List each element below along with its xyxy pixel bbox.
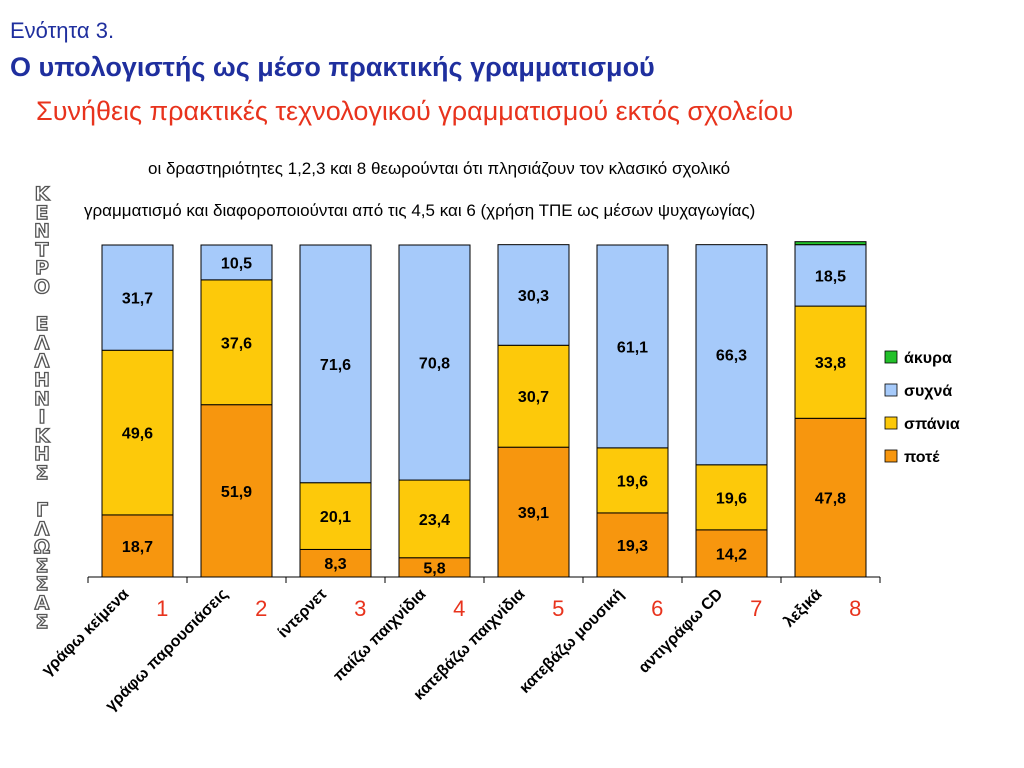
bar-segment-akyra	[794, 241, 867, 246]
watermark-letter: Ε	[35, 313, 49, 336]
data-label: 5,8	[423, 560, 445, 577]
watermark-letter: Ν	[33, 387, 50, 410]
category-label: λεξικά	[781, 586, 826, 631]
bar-segment-pote	[794, 417, 867, 578]
bar-segment-pote	[596, 512, 669, 578]
watermark-letter: Σ	[35, 573, 49, 596]
data-label: 51,9	[221, 484, 252, 501]
data-label: 8,3	[324, 556, 346, 573]
data-label: 31,7	[122, 291, 153, 308]
bar-segment-pote	[200, 404, 273, 578]
data-label: 30,7	[518, 389, 549, 406]
category-number: 3	[354, 596, 366, 621]
page-subtitle: Συνήθεις πρακτικές τεχνολογικού γραμματι…	[36, 96, 794, 126]
bar-segment-sychna	[101, 244, 174, 351]
bar-segment-pote	[299, 548, 372, 578]
bar-segment-sychna	[299, 244, 372, 484]
watermark-letter: Λ	[34, 517, 50, 540]
data-label: 18,7	[122, 539, 153, 556]
watermark-letter: Γ	[35, 499, 49, 522]
category-label: παίζω παιχνίδια	[330, 586, 429, 685]
data-label: 19,6	[617, 473, 648, 490]
legend-swatch-spania	[884, 416, 898, 430]
bar-segment-sychna	[794, 244, 867, 307]
bar-segment-sychna	[200, 244, 273, 281]
bar-segment-pote	[101, 514, 174, 578]
category-label: κατεβάζω παιχνίδια	[411, 586, 529, 704]
note-line-1: οι δραστηριότητες 1,2,3 και 8 θεωρούνται…	[148, 159, 731, 178]
legend-swatch-pote	[884, 449, 898, 463]
bar-segment-sychna	[497, 244, 570, 346]
data-label: 19,3	[617, 538, 648, 555]
bar-segment-sychna	[596, 244, 669, 449]
watermark-letter: Σ	[35, 461, 49, 484]
watermark-letter: Κ	[34, 183, 50, 205]
data-label: 71,6	[320, 357, 351, 374]
watermark-letter: Σ	[35, 610, 49, 633]
watermark-letter: Κ	[34, 424, 50, 447]
bar-segment-spania	[101, 349, 174, 516]
category-label: κατεβάζω μουσική	[516, 586, 627, 697]
section-label: Ενότητα 3.	[10, 18, 115, 43]
data-label: 20,1	[320, 509, 351, 526]
data-label: 49,6	[122, 426, 153, 443]
note-line-2: γραμματισμό και διαφοροποιούνται από τις…	[84, 201, 756, 220]
watermark-letter: Ο	[33, 275, 51, 298]
page-title: Ο υπολογιστής ως μέσο πρακτικής γραμματι…	[10, 52, 655, 82]
watermark-letter: Ε	[35, 201, 49, 224]
bar-segment-pote	[497, 446, 570, 578]
legend-label: άκυρα	[904, 350, 952, 367]
category-number: 1	[156, 596, 168, 621]
watermark-letter: Ρ	[34, 257, 49, 280]
category-label: αντιγράφω CD	[636, 586, 727, 677]
watermark-letter: Ι	[38, 406, 46, 429]
watermark-letter: Α	[34, 592, 50, 615]
watermark-letter: Σ	[35, 554, 49, 577]
category-label: γράφω κείμενα	[39, 586, 133, 680]
bar-segment-sychna	[695, 244, 768, 466]
data-label: 23,4	[419, 512, 450, 529]
data-label: 39,1	[518, 505, 549, 522]
watermark-letter: Λ	[34, 350, 50, 373]
bar-segment-spania	[200, 279, 273, 406]
data-label: 66,3	[716, 348, 747, 365]
data-label: 30,3	[518, 288, 549, 305]
category-number: 7	[750, 596, 762, 621]
watermark-letter: Ν	[33, 220, 50, 243]
data-label: 37,6	[221, 335, 252, 352]
legend-label: συχνά	[904, 383, 952, 400]
data-label: 33,8	[815, 355, 846, 372]
watermark-letter: Η	[33, 443, 50, 466]
legend-label: ποτέ	[904, 449, 940, 466]
data-label: 47,8	[815, 491, 846, 508]
data-label: 18,5	[815, 268, 846, 285]
legend-swatch-akyra	[884, 350, 898, 364]
legend-label: σπάνια	[904, 416, 960, 433]
category-number: 5	[552, 596, 564, 621]
category-number: 4	[453, 596, 465, 621]
data-label: 19,6	[716, 490, 747, 507]
category-label: ίντερνετ	[275, 586, 331, 642]
bar-segment-spania	[695, 464, 768, 531]
data-label: 61,1	[617, 339, 648, 356]
bar-segment-spania	[398, 479, 471, 559]
watermark-letter: Ω	[33, 536, 51, 559]
watermark-letter: Η	[33, 368, 50, 391]
data-label: 70,8	[419, 356, 450, 373]
bar-segment-spania	[299, 482, 372, 550]
bar-segment-sychna	[398, 244, 471, 481]
category-number: 8	[849, 596, 861, 621]
data-label: 14,2	[716, 546, 747, 563]
watermark-letter: Λ	[34, 331, 50, 354]
category-number: 2	[255, 596, 267, 621]
watermark-letter: Τ	[35, 238, 49, 261]
category-number: 6	[651, 596, 663, 621]
data-label: 10,5	[221, 255, 252, 272]
legend-swatch-sychna	[884, 383, 898, 397]
